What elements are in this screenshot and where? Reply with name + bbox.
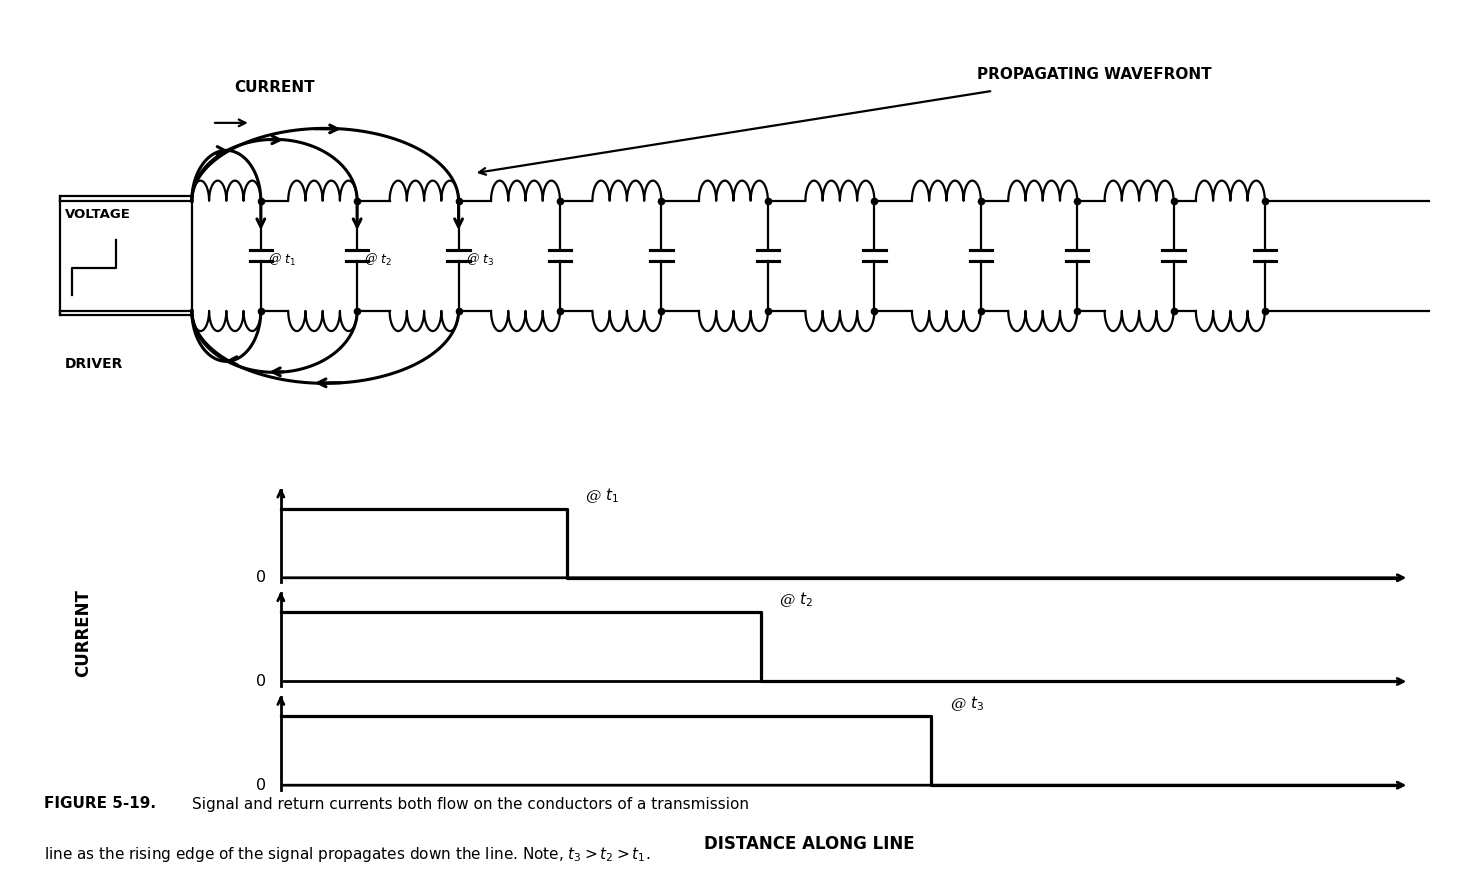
Text: @ $t_2$: @ $t_2$ (779, 590, 813, 609)
Text: DISTANCE ALONG LINE: DISTANCE ALONG LINE (704, 835, 916, 852)
Text: VOLTAGE: VOLTAGE (65, 208, 132, 221)
Text: 0: 0 (256, 674, 266, 689)
Text: 0: 0 (256, 778, 266, 793)
Text: @ $t_3$: @ $t_3$ (950, 694, 984, 713)
Text: @ $t_2$: @ $t_2$ (364, 252, 392, 268)
Text: @ $t_1$: @ $t_1$ (584, 487, 618, 505)
Text: PROPAGATING WAVEFRONT: PROPAGATING WAVEFRONT (978, 66, 1211, 81)
Text: FIGURE 5-19.: FIGURE 5-19. (44, 796, 157, 812)
Text: line as the rising edge of the signal propagates down the line. Note, $t_3 > t_2: line as the rising edge of the signal pr… (44, 845, 651, 864)
Text: CURRENT: CURRENT (74, 589, 92, 677)
Text: 0: 0 (256, 570, 266, 585)
Text: @ $t_3$: @ $t_3$ (466, 252, 494, 268)
Text: DRIVER: DRIVER (65, 357, 123, 371)
Text: Signal and return currents both flow on the conductors of a transmission: Signal and return currents both flow on … (192, 796, 748, 812)
Text: @ $t_1$: @ $t_1$ (268, 252, 296, 268)
Bar (61, 196, 192, 315)
Text: CURRENT: CURRENT (234, 81, 315, 96)
